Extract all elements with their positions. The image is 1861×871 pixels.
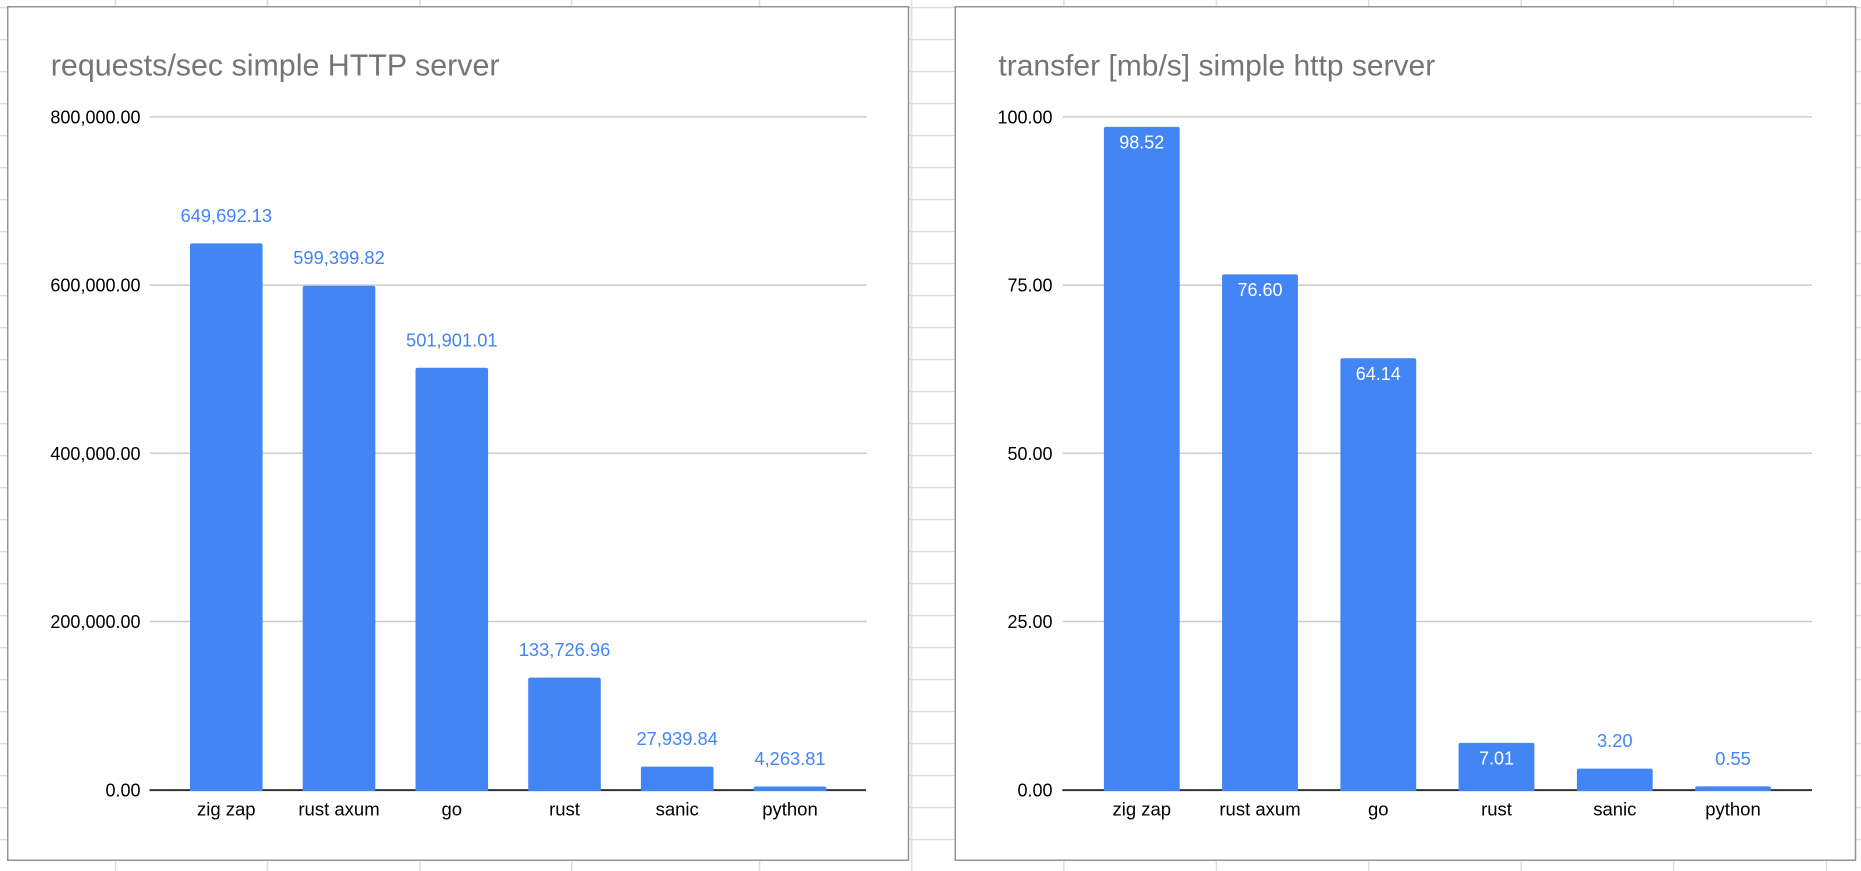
svg-text:200,000.00: 200,000.00 [50,612,140,632]
svg-text:50.00: 50.00 [1007,444,1052,464]
svg-text:requests/sec simple HTTP serve: requests/sec simple HTTP server [51,48,500,82]
svg-text:zig zap: zig zap [1112,799,1171,820]
svg-text:100.00: 100.00 [997,108,1052,128]
svg-text:25.00: 25.00 [1007,612,1052,632]
svg-text:400,000.00: 400,000.00 [50,444,140,464]
svg-text:rust: rust [549,799,580,820]
svg-text:go: go [1368,799,1389,820]
svg-text:4,263.81: 4,263.81 [754,748,825,769]
svg-text:64.14: 64.14 [1356,364,1401,384]
svg-text:rust axum: rust axum [1219,799,1300,820]
svg-text:75.00: 75.00 [1007,276,1052,296]
svg-text:98.52: 98.52 [1119,132,1164,152]
svg-text:800,000.00: 800,000.00 [50,108,140,128]
svg-text:transfer [mb/s] simple http se: transfer [mb/s] simple http server [998,49,1435,82]
svg-text:7.01: 7.01 [1479,748,1514,768]
svg-text:600,000.00: 600,000.00 [50,276,140,296]
svg-text:python: python [762,799,818,820]
svg-text:133,726.96: 133,726.96 [519,639,611,660]
svg-text:3.20: 3.20 [1597,730,1633,751]
svg-text:zig zap: zig zap [197,799,256,820]
svg-text:rust axum: rust axum [298,799,379,820]
svg-text:649,692.13: 649,692.13 [181,205,273,226]
svg-text:0.00: 0.00 [105,781,140,801]
svg-text:0.55: 0.55 [1715,748,1751,769]
svg-text:501,901.01: 501,901.01 [406,329,498,350]
svg-text:sanic: sanic [1593,799,1636,820]
svg-text:27,939.84: 27,939.84 [637,728,718,749]
svg-text:76.60: 76.60 [1237,280,1282,300]
svg-text:python: python [1705,799,1761,820]
svg-text:599,399.82: 599,399.82 [293,247,385,268]
svg-text:sanic: sanic [656,799,699,820]
svg-text:go: go [442,799,463,820]
svg-text:0.00: 0.00 [1017,781,1052,801]
svg-text:rust: rust [1481,799,1512,820]
